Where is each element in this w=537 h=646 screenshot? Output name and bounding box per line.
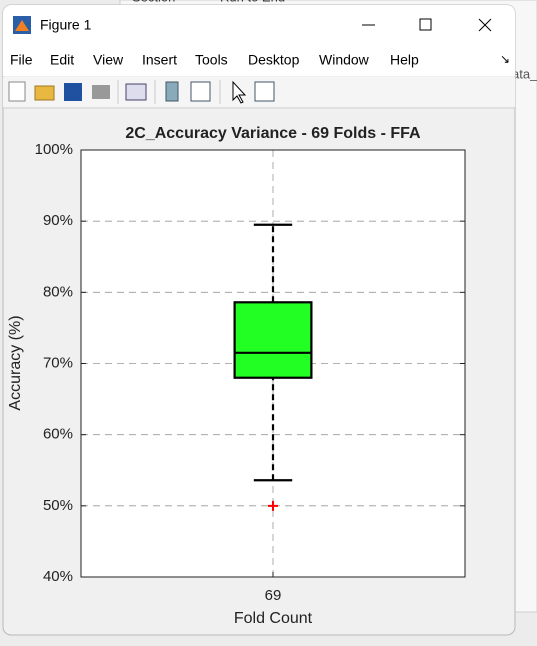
colorbar-icon[interactable] (165, 81, 179, 102)
menu-item[interactable]: File (10, 52, 33, 68)
plot: 40% 50% 60% 70% 80% 90% 100% 69 (35, 141, 466, 604)
axes-frame (80, 149, 466, 578)
y-tick-label: 70% (43, 354, 73, 371)
menu-item[interactable]: Desktop (248, 52, 300, 68)
new-icon[interactable] (8, 81, 26, 102)
y-tick-label: 60% (43, 426, 73, 443)
box (233, 301, 313, 379)
chart-title: 2C_Accuracy Variance - 69 Folds - FFA (125, 125, 421, 142)
property-icon[interactable] (254, 81, 275, 102)
back-text: Section (132, 0, 175, 4)
x-tick-label: 69 (265, 587, 282, 604)
window-title: Figure 1 (40, 17, 92, 33)
x-axis-label: Fold Count (234, 610, 313, 627)
menu-item[interactable]: Insert (142, 52, 177, 68)
open-icon[interactable] (34, 85, 55, 101)
maximize-button[interactable] (419, 18, 432, 31)
y-tick-label: 40% (43, 568, 73, 585)
toolbar-icons (8, 80, 275, 104)
y-tick-label: 100% (35, 141, 73, 158)
menu-dock-icon[interactable]: ↘ (500, 52, 510, 66)
y-tick-label: 80% (43, 283, 73, 300)
y-tick-label: 50% (43, 497, 73, 514)
menu-item[interactable]: Edit (50, 52, 74, 68)
outlier (268, 500, 278, 511)
y-axis-label: Accuracy (%) (7, 315, 24, 410)
title-bar (3, 5, 515, 45)
menu-item[interactable]: Tools (195, 52, 228, 68)
back-text: ata_ (512, 66, 537, 81)
back-text: Run to End (220, 0, 285, 4)
legend-icon[interactable] (190, 81, 211, 102)
pointer-icon[interactable] (232, 80, 247, 104)
menu-item[interactable]: Help (390, 52, 419, 68)
menu-bar (3, 45, 515, 76)
y-tick-label: 90% (43, 212, 73, 229)
print-icon[interactable] (92, 85, 110, 99)
menu-item[interactable]: Window (319, 52, 370, 68)
menu-item[interactable]: View (93, 52, 124, 68)
link-icon[interactable] (125, 83, 147, 101)
menu: File Edit View Insert Tools Desktop Window Help (10, 52, 419, 68)
app-icon-shape (15, 20, 29, 31)
save-icon[interactable] (64, 83, 82, 101)
close-button[interactable] (478, 18, 492, 32)
